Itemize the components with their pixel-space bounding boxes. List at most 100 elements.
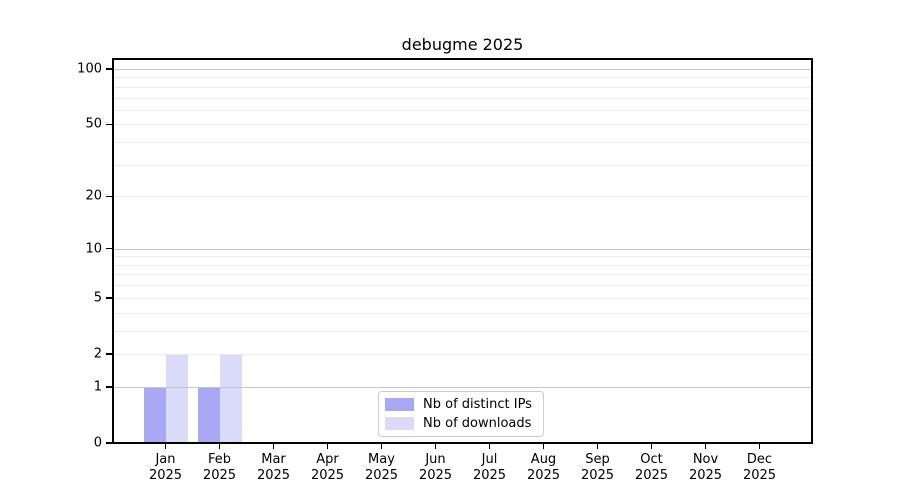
axes-spine-bottom — [112, 442, 813, 444]
x-tick — [434, 443, 437, 449]
x-tick-label-year: 2025 — [256, 468, 291, 483]
legend-item-distinct-ips: Nb of distinct IPs — [385, 397, 535, 412]
x-tick-label-year: 2025 — [472, 468, 507, 483]
bar-nb-of-downloads-feb — [219, 353, 242, 443]
x-tick-label-month: Aug — [530, 452, 557, 467]
gridline-minor — [113, 312, 812, 314]
gridline-major — [113, 69, 812, 71]
gridline-minor — [113, 274, 812, 276]
axes-spine-left — [112, 58, 114, 444]
x-tick-label: Jul 2025 — [473, 452, 506, 484]
x-tick-label: Nov 2025 — [689, 452, 722, 484]
y-tick-label: 10 — [85, 241, 102, 257]
y-tick-label: 1 — [93, 379, 102, 395]
x-tick-label: Mar 2025 — [257, 452, 290, 484]
x-tick-label-month: May — [368, 452, 395, 467]
bar-nb-of-distinct-ips-jan — [143, 386, 166, 443]
x-tick-label-month: Jul — [481, 452, 498, 467]
legend-label-downloads: Nb of downloads — [423, 416, 532, 431]
x-tick — [488, 443, 491, 449]
gridline-minor — [113, 297, 812, 299]
x-tick-label-month: Dec — [746, 452, 773, 467]
x-tick — [650, 443, 653, 449]
x-tick-label: Jan 2025 — [149, 452, 182, 484]
x-tick — [380, 443, 383, 449]
x-tick-label-year: 2025 — [742, 468, 777, 483]
x-tick — [542, 443, 545, 449]
x-tick-label-year: 2025 — [688, 468, 723, 483]
gridline-minor — [113, 142, 812, 144]
gridline-minor — [113, 77, 812, 79]
x-tick — [596, 443, 599, 449]
x-tick-label: Aug 2025 — [527, 452, 560, 484]
y-tick — [106, 195, 112, 198]
y-tick — [106, 442, 112, 444]
gridline-major — [113, 386, 812, 388]
x-tick-label: May 2025 — [365, 452, 398, 484]
bar-nb-of-downloads-jan — [165, 353, 188, 443]
legend-swatch-distinct-ips — [385, 398, 414, 411]
gridline-minor — [113, 264, 812, 266]
bar-nb-of-distinct-ips-feb — [197, 386, 220, 443]
gridline-minor — [113, 124, 812, 126]
gridline-minor — [113, 164, 812, 166]
gridline-minor — [113, 196, 812, 198]
x-tick-label-year: 2025 — [526, 468, 561, 483]
y-tick — [106, 247, 112, 250]
gridline-major — [113, 248, 812, 250]
y-tick-label: 5 — [93, 290, 102, 306]
x-tick-label: Dec 2025 — [743, 452, 776, 484]
y-tick-label: 2 — [93, 346, 102, 362]
legend-label-distinct-ips: Nb of distinct IPs — [423, 397, 532, 412]
x-tick-label-year: 2025 — [202, 468, 237, 483]
x-tick — [272, 443, 275, 449]
x-tick-label-month: Jan — [155, 452, 176, 467]
gridline-minor — [113, 97, 812, 99]
gridline-minor — [113, 330, 812, 332]
y-tick — [106, 386, 112, 388]
gridline-minor — [113, 285, 812, 287]
x-tick-label-month: Oct — [640, 452, 663, 467]
x-tick-label-year: 2025 — [310, 468, 345, 483]
y-tick-label: 50 — [85, 116, 102, 132]
gridline-minor — [113, 256, 812, 258]
legend: Nb of distinct IPs Nb of downloads — [378, 391, 544, 437]
y-tick-label: 20 — [85, 188, 102, 204]
x-tick-label-year: 2025 — [418, 468, 453, 483]
x-tick-label-month: Feb — [207, 452, 232, 467]
x-tick — [758, 443, 761, 449]
x-tick-label-year: 2025 — [580, 468, 615, 483]
y-tick-label: 100 — [77, 61, 102, 77]
x-tick — [704, 443, 707, 449]
gridline-minor — [113, 353, 812, 355]
x-tick-label-year: 2025 — [364, 468, 399, 483]
x-tick-label-month: Mar — [261, 452, 286, 467]
y-tick — [106, 123, 112, 126]
x-tick — [218, 443, 221, 449]
x-tick-label-year: 2025 — [148, 468, 183, 483]
x-tick-label-month: Nov — [692, 452, 719, 467]
x-tick-label-month: Apr — [316, 452, 339, 467]
plot-area: Nb of distinct IPs Nb of downloads 0 1 2 5 1… — [77, 58, 813, 483]
x-tick-label-month: Sep — [585, 452, 610, 467]
x-tick-label: Oct 2025 — [635, 452, 668, 484]
legend-item-downloads: Nb of downloads — [385, 416, 535, 431]
x-tick-label: Sep 2025 — [581, 452, 614, 484]
legend-swatch-downloads — [385, 417, 414, 430]
axes-spine-right — [811, 58, 813, 444]
x-tick — [164, 443, 167, 449]
y-tick — [106, 297, 112, 299]
x-tick-label: Apr 2025 — [311, 452, 344, 484]
x-tick-label: Feb 2025 — [203, 452, 236, 484]
x-tick — [326, 443, 329, 449]
axes-spine-top — [112, 58, 813, 60]
gridline-minor — [113, 86, 812, 88]
gridline-minor — [113, 109, 812, 111]
x-tick-label-year: 2025 — [634, 468, 669, 483]
x-tick-label-month: Jun — [425, 452, 446, 467]
chart-title: debugme 2025 — [401, 35, 524, 54]
y-tick — [106, 68, 112, 70]
y-tick — [106, 353, 112, 355]
x-tick-label: Jun 2025 — [419, 452, 452, 484]
